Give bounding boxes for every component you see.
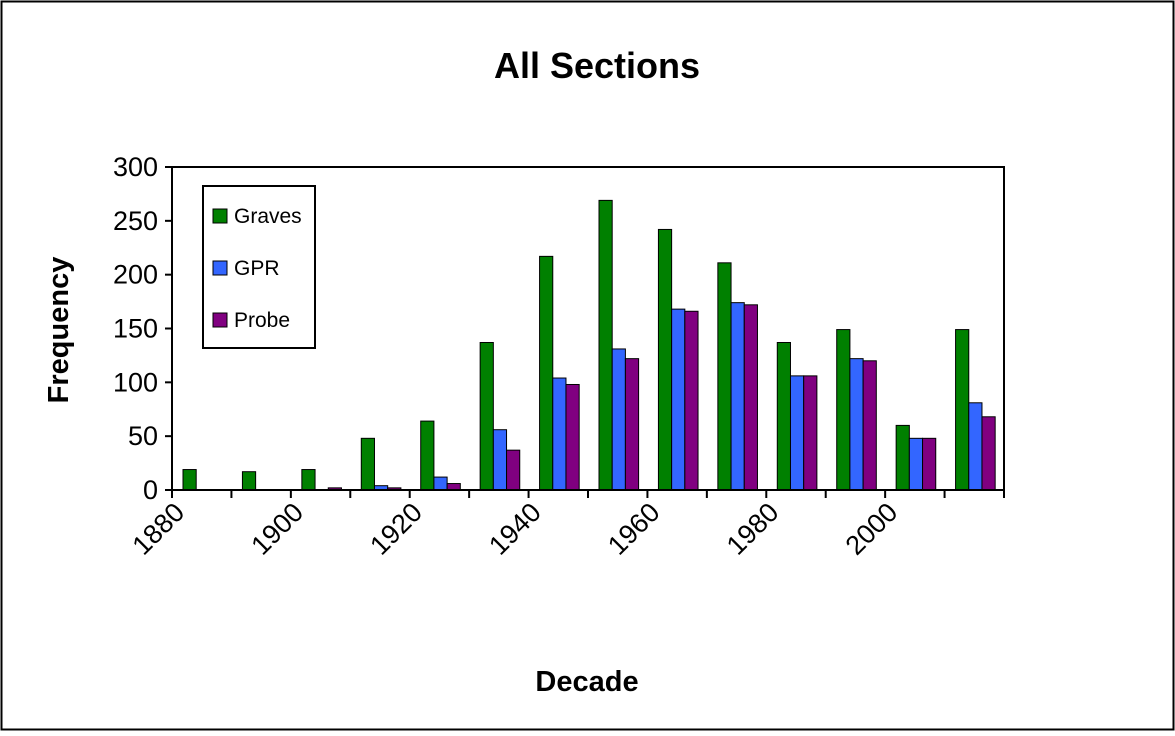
bar-gpr (968, 402, 983, 491)
x-axis-label: Decade (535, 666, 638, 698)
y-tick-label: 300 (113, 152, 158, 182)
bar-gpr (611, 348, 626, 491)
bar-probe (862, 360, 877, 491)
bar-graves (301, 469, 316, 491)
bar-graves (717, 262, 732, 491)
y-tick-label: 0 (143, 475, 158, 505)
y-tick-label: 250 (113, 206, 158, 236)
bar-graves (836, 329, 851, 491)
bar-gpr (849, 358, 864, 491)
bar-graves (955, 329, 970, 491)
bar-graves (182, 469, 197, 491)
legend-label-graves: Graves (234, 205, 302, 228)
bar-graves (657, 228, 673, 491)
bar-graves (360, 437, 375, 491)
chart-title: All Sections (494, 45, 700, 86)
bar-graves (598, 199, 613, 491)
bar-gpr (789, 375, 805, 491)
y-tick-label: 50 (128, 421, 158, 451)
bar-probe (981, 416, 996, 491)
bar-probe (803, 375, 818, 491)
bar-graves (241, 471, 257, 491)
bar-probe (506, 449, 521, 491)
bar-gpr (492, 429, 508, 491)
bar-gpr (552, 377, 567, 491)
bar-graves (895, 424, 910, 491)
y-tick-labels: 0 50 100 150 200 250 300 (113, 152, 158, 505)
bar-graves (479, 341, 494, 491)
bar-gpr (671, 308, 686, 491)
legend-label-gpr: GPR (234, 257, 280, 280)
bar-graves (776, 341, 791, 491)
bar-probe (684, 310, 699, 491)
y-tick-label: 200 (113, 260, 158, 290)
legend-label-probe: Probe (234, 309, 290, 332)
y-axis-label: Frequency (43, 257, 75, 404)
y-tick-label: 100 (113, 367, 158, 397)
legend-swatch-gpr (212, 260, 228, 276)
bar-gpr (730, 302, 745, 491)
bar-gpr (433, 476, 448, 491)
y-tick-label: 150 (113, 314, 158, 344)
bar-graves (420, 420, 435, 491)
bar-probe (624, 358, 640, 491)
bar-graves (539, 255, 554, 491)
bar-probe (922, 437, 937, 491)
bar-probe (565, 383, 580, 491)
bars-group (182, 199, 996, 491)
bar-probe (743, 304, 758, 491)
legend: Graves GPR Probe (202, 185, 316, 349)
legend-swatch-probe (212, 312, 228, 328)
legend-swatch-graves (212, 208, 228, 224)
bar-gpr (908, 437, 924, 491)
axes-group (165, 166, 1005, 498)
